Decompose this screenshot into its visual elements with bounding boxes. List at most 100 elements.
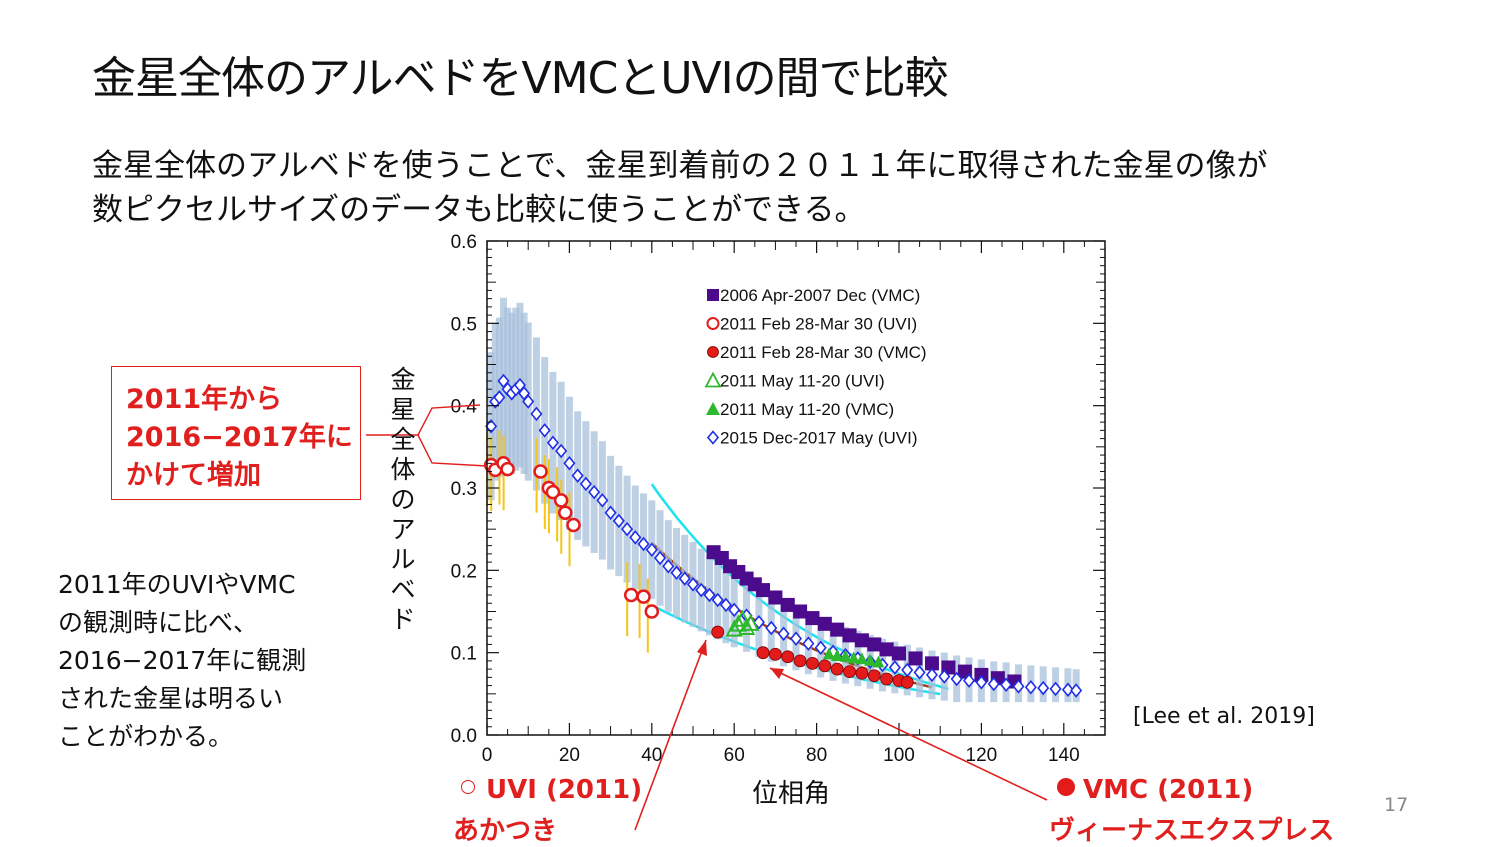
uvi-2015-point (579, 476, 592, 492)
uvi-2015-point (604, 505, 617, 520)
uvi-2015-point (802, 636, 815, 651)
x-tick-label: 100 (883, 745, 915, 766)
vmc-2006-point (879, 642, 894, 657)
vmc-2011-point (756, 646, 770, 660)
legend-label: 2011 May 11-20 (UVI) (720, 372, 885, 391)
legend-marker (706, 317, 720, 330)
annotation-arrows (366, 404, 1048, 831)
vmc-2011-point (900, 675, 914, 689)
uvi-2015-point (711, 592, 724, 608)
uvi-2011-may-point (733, 609, 752, 627)
observation-note: 2011年のUVIやVMC の観測時に比べ、 2016−2017年に観測 された… (58, 566, 306, 756)
increase-callout-box: 2011年から 2016−2017年に かけて増加 (111, 366, 361, 500)
vmc-2006-point (854, 633, 869, 648)
uvi-2015-point (950, 671, 963, 687)
vmc-2011-may-point (822, 647, 835, 660)
subtitle-line-1: 金星全体のアルベドを使うことで、金星到着前の２０１１年に取得された金星の像が (92, 148, 1268, 184)
y-axis-label-char: 全 (390, 425, 416, 454)
vmc-2006-point (830, 622, 845, 637)
uvi-2015-point (621, 521, 634, 537)
y-axis-label-char: ア (390, 515, 416, 544)
vmc-arrow (769, 667, 1048, 801)
legend-marker (707, 346, 719, 358)
vmc-2006-point (842, 628, 857, 643)
uvi-2015-point (789, 631, 803, 646)
vmc-2011-may-point (831, 648, 844, 661)
uvi-2011-point (644, 604, 660, 619)
uvi-2015-point (938, 669, 951, 684)
uvi-2011-point (533, 464, 548, 479)
uvi-2015-point (777, 626, 790, 641)
uvi-2011-point (545, 484, 561, 500)
vmc-2006-point (924, 656, 939, 671)
x-tick-label: 120 (966, 745, 998, 766)
uvi-2011-point (636, 589, 651, 604)
uvi-arrow (634, 639, 707, 831)
uvi-2015-point (612, 513, 625, 529)
y-axis-label-char: ベ (390, 575, 416, 604)
uvi-2015-point (645, 542, 658, 557)
uvi-2015-point (530, 406, 543, 422)
fit-curve-upper (650, 483, 949, 691)
vmc-2011-point (793, 654, 807, 668)
uvi-2011-point (500, 461, 515, 477)
vmc-2011-label: VMC (2011) (1083, 775, 1254, 805)
y-tick-label: 0.3 (451, 479, 477, 500)
uvi-2015-point (485, 419, 498, 434)
callout-line: かけて増加 (126, 460, 261, 491)
uvi-2015-point (629, 530, 642, 545)
uvi-2011-may-point (742, 613, 760, 631)
uvi-2015-point (678, 571, 691, 586)
citation: [Lee et al. 2019] (1133, 704, 1315, 729)
legend-label: 2015 Dec-2017 May (UVI) (720, 429, 917, 448)
slide-title: 金星全体のアルベドをVMCとUVIの間で比較 (92, 53, 949, 104)
uvi-2011-point (566, 517, 581, 533)
vmc-2006-point (908, 651, 923, 666)
y-tick-label: 0.0 (451, 726, 477, 747)
y-axis-label-char: ド (390, 605, 416, 634)
uvi-2011-may-point (729, 614, 747, 632)
callout-line: 2011年から (126, 384, 283, 415)
uvi-2015-point (703, 587, 716, 603)
uvi-2015-point (1049, 681, 1062, 697)
uvi-2015-point (670, 565, 683, 581)
x-tick-label: 40 (641, 745, 662, 766)
vmc-arrowhead (770, 668, 784, 679)
uvi-2015-point (546, 435, 559, 450)
uvi-2015-point (728, 602, 741, 618)
uvi-2015-point (588, 484, 601, 500)
x-tick-label: 140 (1048, 745, 1080, 766)
axis-ticks: 0.0 0.1 0.2 0.3 0.4 0.5 0.6 0 20 40 60 80 100 120 140 (451, 232, 1105, 766)
y-tick-label: 0.1 (451, 644, 477, 665)
x-axis-label: 位相角 (752, 779, 831, 809)
akatsuki-label: あかつき (453, 816, 558, 846)
uvi-2015-point (925, 667, 939, 683)
uvi-2015-point (637, 536, 650, 552)
callout-bracket-bottom (417, 434, 488, 467)
legend-label: 2011 Feb 28-Mar 30 (UVI) (720, 315, 917, 334)
y-axis-label: 金星全体のアルベド (385, 365, 421, 635)
note-line: ことがわかる。 (58, 722, 234, 751)
vmc-2006-point (793, 604, 808, 619)
uvi-2015-point (1061, 682, 1074, 697)
note-line: の観測時に比べ、 (58, 608, 259, 637)
vmc-2011-may-point (855, 652, 868, 665)
vmc-2006-point (867, 637, 882, 652)
uvi-2011-point (623, 587, 639, 603)
legend-label: 2006 Apr-2007 Dec (VMC) (720, 286, 920, 305)
uvi-2015-point (662, 558, 675, 574)
note-line: 2016−2017年に観測 (58, 646, 307, 675)
uvi-2011-label: UVI (2011) (486, 775, 643, 805)
callout-line: 2016−2017年に (126, 422, 353, 453)
vmc-2011-point (867, 669, 881, 683)
uvi-arrowhead (697, 640, 707, 656)
uvi-2011-point (558, 505, 573, 520)
x-tick-label: 0 (482, 745, 493, 766)
vmc-2011-point (769, 647, 782, 661)
x-tick-label: 20 (559, 745, 580, 766)
vmc-2011-point (818, 659, 832, 673)
uvi-2015-point (686, 577, 700, 592)
y-axis-label-char: 体 (390, 455, 416, 484)
note-line: 2011年のUVIやVMC (58, 570, 296, 599)
y-tick-label: 0.2 (451, 561, 477, 582)
